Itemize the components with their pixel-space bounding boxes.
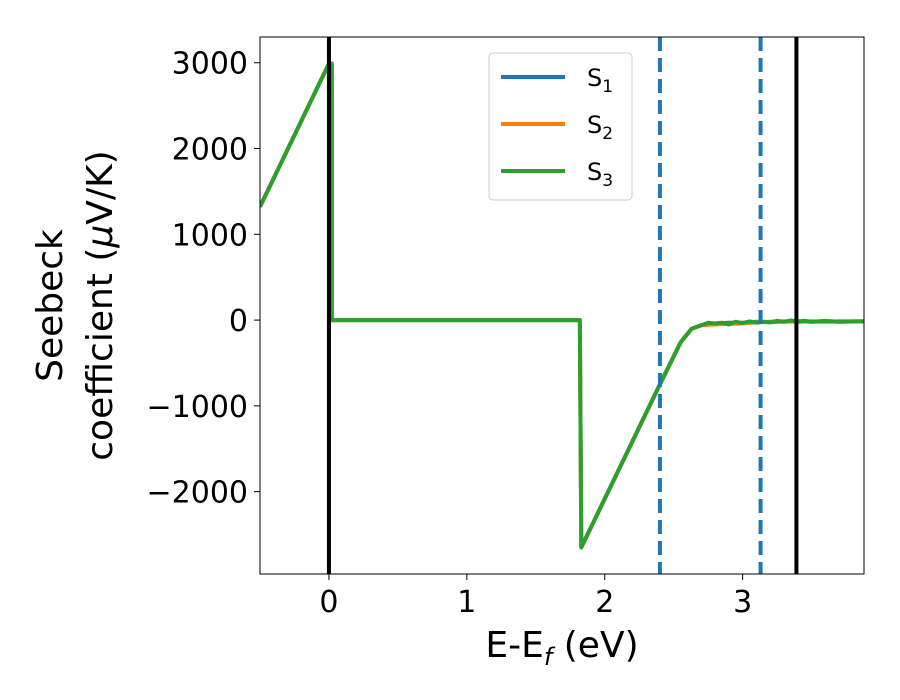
x-axis: 0 1 2 3 bbox=[319, 574, 752, 620]
series-line-3 bbox=[260, 61, 864, 550]
series-layer bbox=[260, 61, 864, 550]
y-tick-label: −1000 bbox=[147, 390, 248, 425]
legend-label-2: S2 bbox=[587, 111, 613, 144]
y-tick-label: 2000 bbox=[172, 133, 248, 168]
y-axis-label-line2: coefficient (μV/K) bbox=[80, 150, 121, 460]
y-axis-label-line1: Seebeck bbox=[30, 229, 71, 382]
x-tick-label: 0 bbox=[319, 585, 338, 620]
x-tick-label: 3 bbox=[733, 585, 752, 620]
plot-frame bbox=[259, 36, 865, 575]
legend-box bbox=[488, 52, 633, 201]
x-axis-label: E-Ef (eV) bbox=[485, 625, 638, 671]
legend-label-3: S3 bbox=[587, 158, 613, 191]
y-tick-label: −2000 bbox=[147, 476, 248, 511]
y-tick-label: 1000 bbox=[172, 218, 248, 253]
y-axis: 3000 2000 1000 0 −1000 −2000 bbox=[147, 47, 260, 511]
x-tick-label: 2 bbox=[595, 585, 614, 620]
x-tick-label: 1 bbox=[457, 585, 476, 620]
y-tick-label: 3000 bbox=[172, 47, 248, 82]
y-axis-label: Seebeck coefficient (μV/K) bbox=[30, 150, 121, 460]
reference-lines bbox=[326, 37, 799, 574]
y-tick-label: 0 bbox=[229, 304, 248, 339]
legend-label-1: S1 bbox=[587, 64, 613, 97]
legend: S1 S2 S3 bbox=[488, 52, 633, 201]
